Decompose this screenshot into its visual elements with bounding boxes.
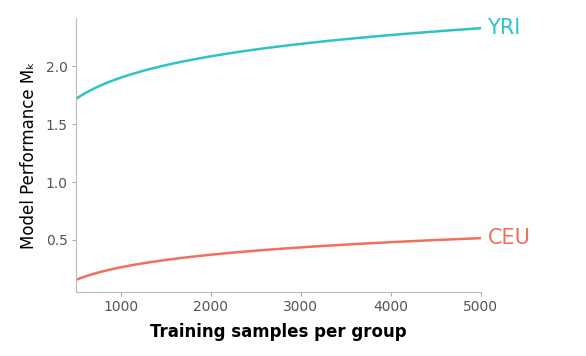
Text: YRI: YRI: [488, 18, 521, 38]
X-axis label: Training samples per group: Training samples per group: [150, 323, 407, 341]
Y-axis label: Model Performance Mₖ: Model Performance Mₖ: [19, 61, 38, 248]
Text: CEU: CEU: [488, 228, 530, 248]
